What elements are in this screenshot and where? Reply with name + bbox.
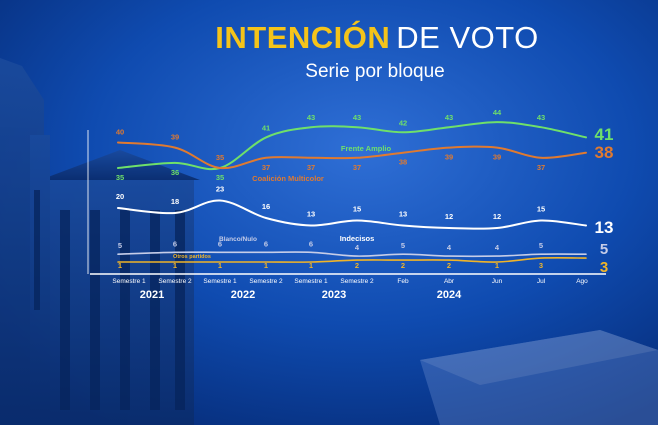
- year-label: 2024: [437, 289, 462, 301]
- data-label-ind: 18: [171, 197, 179, 206]
- series-name-cm: Coalición Multicolor: [252, 174, 324, 183]
- x-tick-label: Ago: [576, 278, 588, 285]
- data-label-bn: 4: [447, 243, 452, 252]
- data-label-ot: 3: [539, 261, 543, 270]
- page-subtitle: Serie por bloque: [305, 61, 445, 82]
- x-tick-label: Semestre 2: [249, 278, 283, 285]
- data-label-fa: 35: [116, 173, 124, 182]
- series-line-bn: [117, 251, 587, 258]
- data-label-cm: 37: [353, 163, 361, 172]
- data-label-bn: 4: [495, 243, 500, 252]
- data-label-cm: 37: [537, 163, 545, 172]
- data-label-bn: 5: [401, 241, 405, 250]
- data-label-bn: 6: [309, 239, 313, 248]
- data-label-cm: 39: [171, 133, 179, 142]
- x-tick-label: Semestre 1: [294, 278, 328, 285]
- series-name-ind: Indecisos: [340, 234, 375, 243]
- data-label-cm: 40: [116, 128, 124, 137]
- x-tick-label: Jun: [492, 278, 503, 285]
- data-label-ot: 1: [118, 261, 122, 270]
- data-label-bn: 5: [118, 241, 122, 250]
- series-line-fa: [117, 121, 587, 171]
- x-tick-label: Semestre 1: [203, 278, 237, 285]
- data-label-fa: 43: [537, 113, 545, 122]
- data-label-ot: 1: [218, 261, 222, 270]
- series-line-ot: [117, 257, 587, 263]
- data-label-bn: 6: [218, 239, 222, 248]
- data-label-fa: 42: [399, 118, 407, 127]
- data-label-cm: 39: [445, 153, 453, 162]
- data-label-fa: 43: [445, 113, 453, 122]
- year-label: 2021: [140, 289, 164, 301]
- x-tick-label: Semestre 2: [340, 278, 374, 285]
- x-tick-label: Semestre 2: [158, 278, 192, 285]
- x-tick-label: Abr: [444, 278, 455, 285]
- ballot-box-silhouette: [420, 330, 658, 425]
- data-label-ind: 15: [353, 205, 361, 214]
- data-label-ot: 1: [309, 261, 313, 270]
- data-label-ot: 1: [495, 261, 499, 270]
- x-tick-label: Semestre 1: [112, 278, 146, 285]
- final-value-ind: 13: [595, 218, 614, 237]
- data-label-fa: 44: [493, 108, 502, 117]
- final-value-fa: 41: [595, 125, 614, 144]
- final-value-ot: 3: [600, 259, 608, 276]
- data-label-ind: 20: [116, 192, 124, 201]
- title-rest: DE VOTO: [396, 20, 539, 55]
- data-label-fa: 41: [262, 123, 270, 132]
- data-label-ot: 1: [173, 261, 177, 270]
- final-value-bn: 5: [600, 241, 608, 258]
- data-label-ind: 13: [307, 210, 315, 219]
- series-name-ot: Otros partidos: [173, 254, 211, 260]
- data-label-cm: 37: [307, 163, 315, 172]
- data-label-ind: 12: [445, 212, 453, 221]
- data-label-fa: 35: [216, 173, 224, 182]
- page-title: INTENCIÓN DE VOTO: [48, 20, 658, 56]
- data-label-cm: 35: [216, 153, 224, 162]
- data-label-fa: 43: [353, 113, 361, 122]
- data-label-ind: 13: [399, 210, 407, 219]
- year-label: 2023: [322, 289, 346, 301]
- data-label-cm: 39: [493, 153, 501, 162]
- data-label-bn: 4: [355, 243, 360, 252]
- data-label-ot: 2: [447, 261, 451, 270]
- title-accent: INTENCIÓN: [215, 20, 391, 55]
- series-line-ind: [117, 199, 587, 230]
- x-tick-label: Jul: [537, 278, 546, 285]
- data-label-cm: 37: [262, 163, 270, 172]
- final-value-cm: 38: [595, 143, 614, 162]
- data-label-fa: 43: [307, 113, 315, 122]
- series-name-bn: Blanco/Nulo: [219, 236, 257, 243]
- series-name-fa: Frente Amplio: [341, 144, 392, 153]
- data-label-ot: 1: [264, 261, 268, 270]
- data-label-ind: 23: [216, 185, 224, 194]
- data-label-bn: 6: [264, 239, 268, 248]
- data-label-ind: 12: [493, 212, 501, 221]
- series-line-cm: [117, 141, 587, 170]
- data-label-ot: 2: [355, 261, 359, 270]
- data-label-fa: 36: [171, 168, 179, 177]
- data-label-cm: 38: [399, 158, 407, 167]
- data-label-bn: 5: [539, 241, 543, 250]
- x-tick-label: Feb: [397, 278, 409, 285]
- data-label-ot: 2: [401, 261, 405, 270]
- data-label-bn: 6: [173, 239, 177, 248]
- year-label: 2022: [231, 289, 255, 301]
- data-label-ind: 15: [537, 205, 545, 214]
- data-label-ind: 16: [262, 202, 270, 211]
